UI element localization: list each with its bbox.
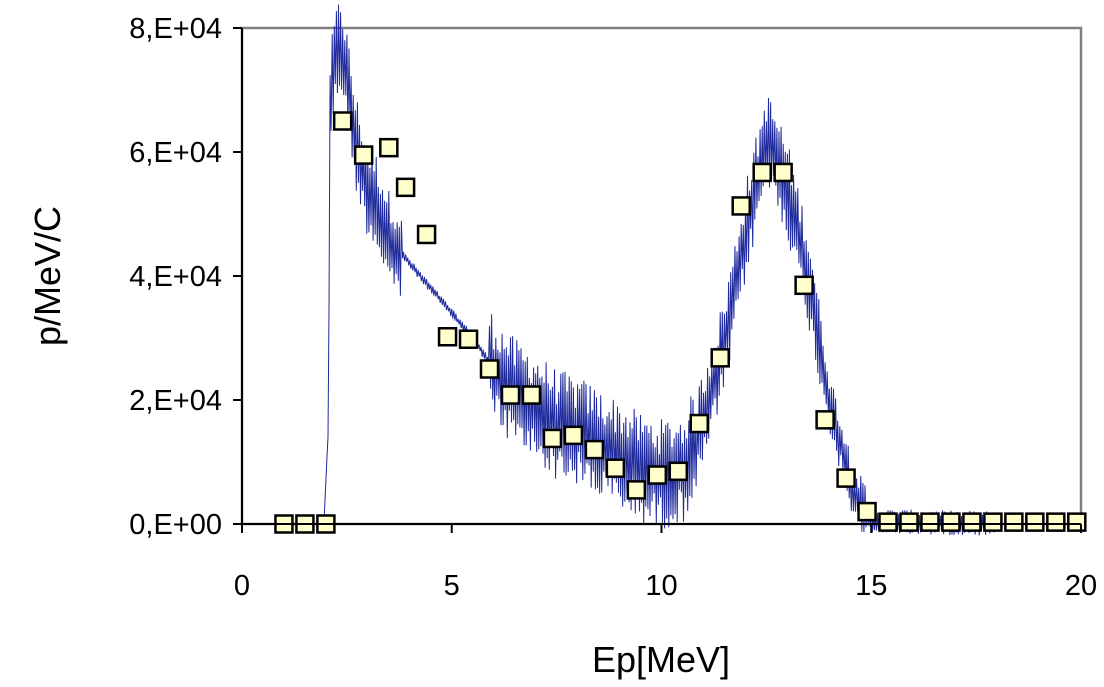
data-point <box>584 439 605 460</box>
data-point <box>563 425 584 446</box>
x-ticks: 0 5 10 15 20 <box>234 524 1097 602</box>
data-point <box>731 196 751 216</box>
x-tick-label: 0 <box>234 570 250 602</box>
data-point <box>332 111 353 131</box>
data-point <box>752 162 772 183</box>
y-tick-label: 2,E+04 <box>129 385 222 417</box>
x-axis-title: Ep[MeV] <box>592 639 730 680</box>
data-point <box>857 501 877 522</box>
data-point <box>647 465 668 485</box>
data-point <box>1025 512 1045 532</box>
data-point <box>542 428 563 449</box>
data-point <box>689 413 710 434</box>
data-point <box>605 458 626 478</box>
x-tick-label: 20 <box>1065 570 1097 602</box>
data-point <box>626 480 647 500</box>
data-point <box>836 468 856 488</box>
data-point <box>773 162 793 183</box>
series-line <box>242 4 1081 536</box>
x-tick-label: 5 <box>444 570 460 602</box>
data-point <box>379 137 399 158</box>
data-point <box>878 512 898 532</box>
y-ticks: 0,E+00 2,E+04 4,E+04 6,E+04 8,E+04 <box>129 13 242 541</box>
data-point <box>437 327 458 347</box>
data-point <box>983 512 1003 532</box>
y-axis-title: p/MeV/C <box>27 206 68 346</box>
data-point <box>941 512 961 532</box>
y-tick-label: 0,E+00 <box>129 509 222 541</box>
y-tick-label: 8,E+04 <box>129 13 222 45</box>
data-point <box>1067 512 1087 532</box>
data-point <box>500 385 521 405</box>
data-point <box>458 329 479 349</box>
data-point <box>1004 512 1024 532</box>
x-tick-label: 15 <box>855 570 887 602</box>
data-point <box>668 461 689 482</box>
data-point <box>416 224 437 245</box>
data-point <box>521 385 542 405</box>
data-point <box>395 177 416 198</box>
data-point <box>794 275 814 296</box>
y-tick-label: 4,E+04 <box>129 261 222 293</box>
data-point <box>899 512 919 532</box>
data-point <box>815 410 835 430</box>
data-point <box>353 145 374 165</box>
x-tick-label: 10 <box>645 570 677 602</box>
data-point <box>962 512 982 532</box>
data-point <box>1046 512 1066 532</box>
data-point <box>710 348 730 368</box>
data-point <box>920 512 940 532</box>
y-tick-label: 6,E+04 <box>129 137 222 169</box>
spectrum-line <box>242 4 1081 536</box>
data-point <box>479 359 500 379</box>
scatter-markers <box>274 111 1087 534</box>
